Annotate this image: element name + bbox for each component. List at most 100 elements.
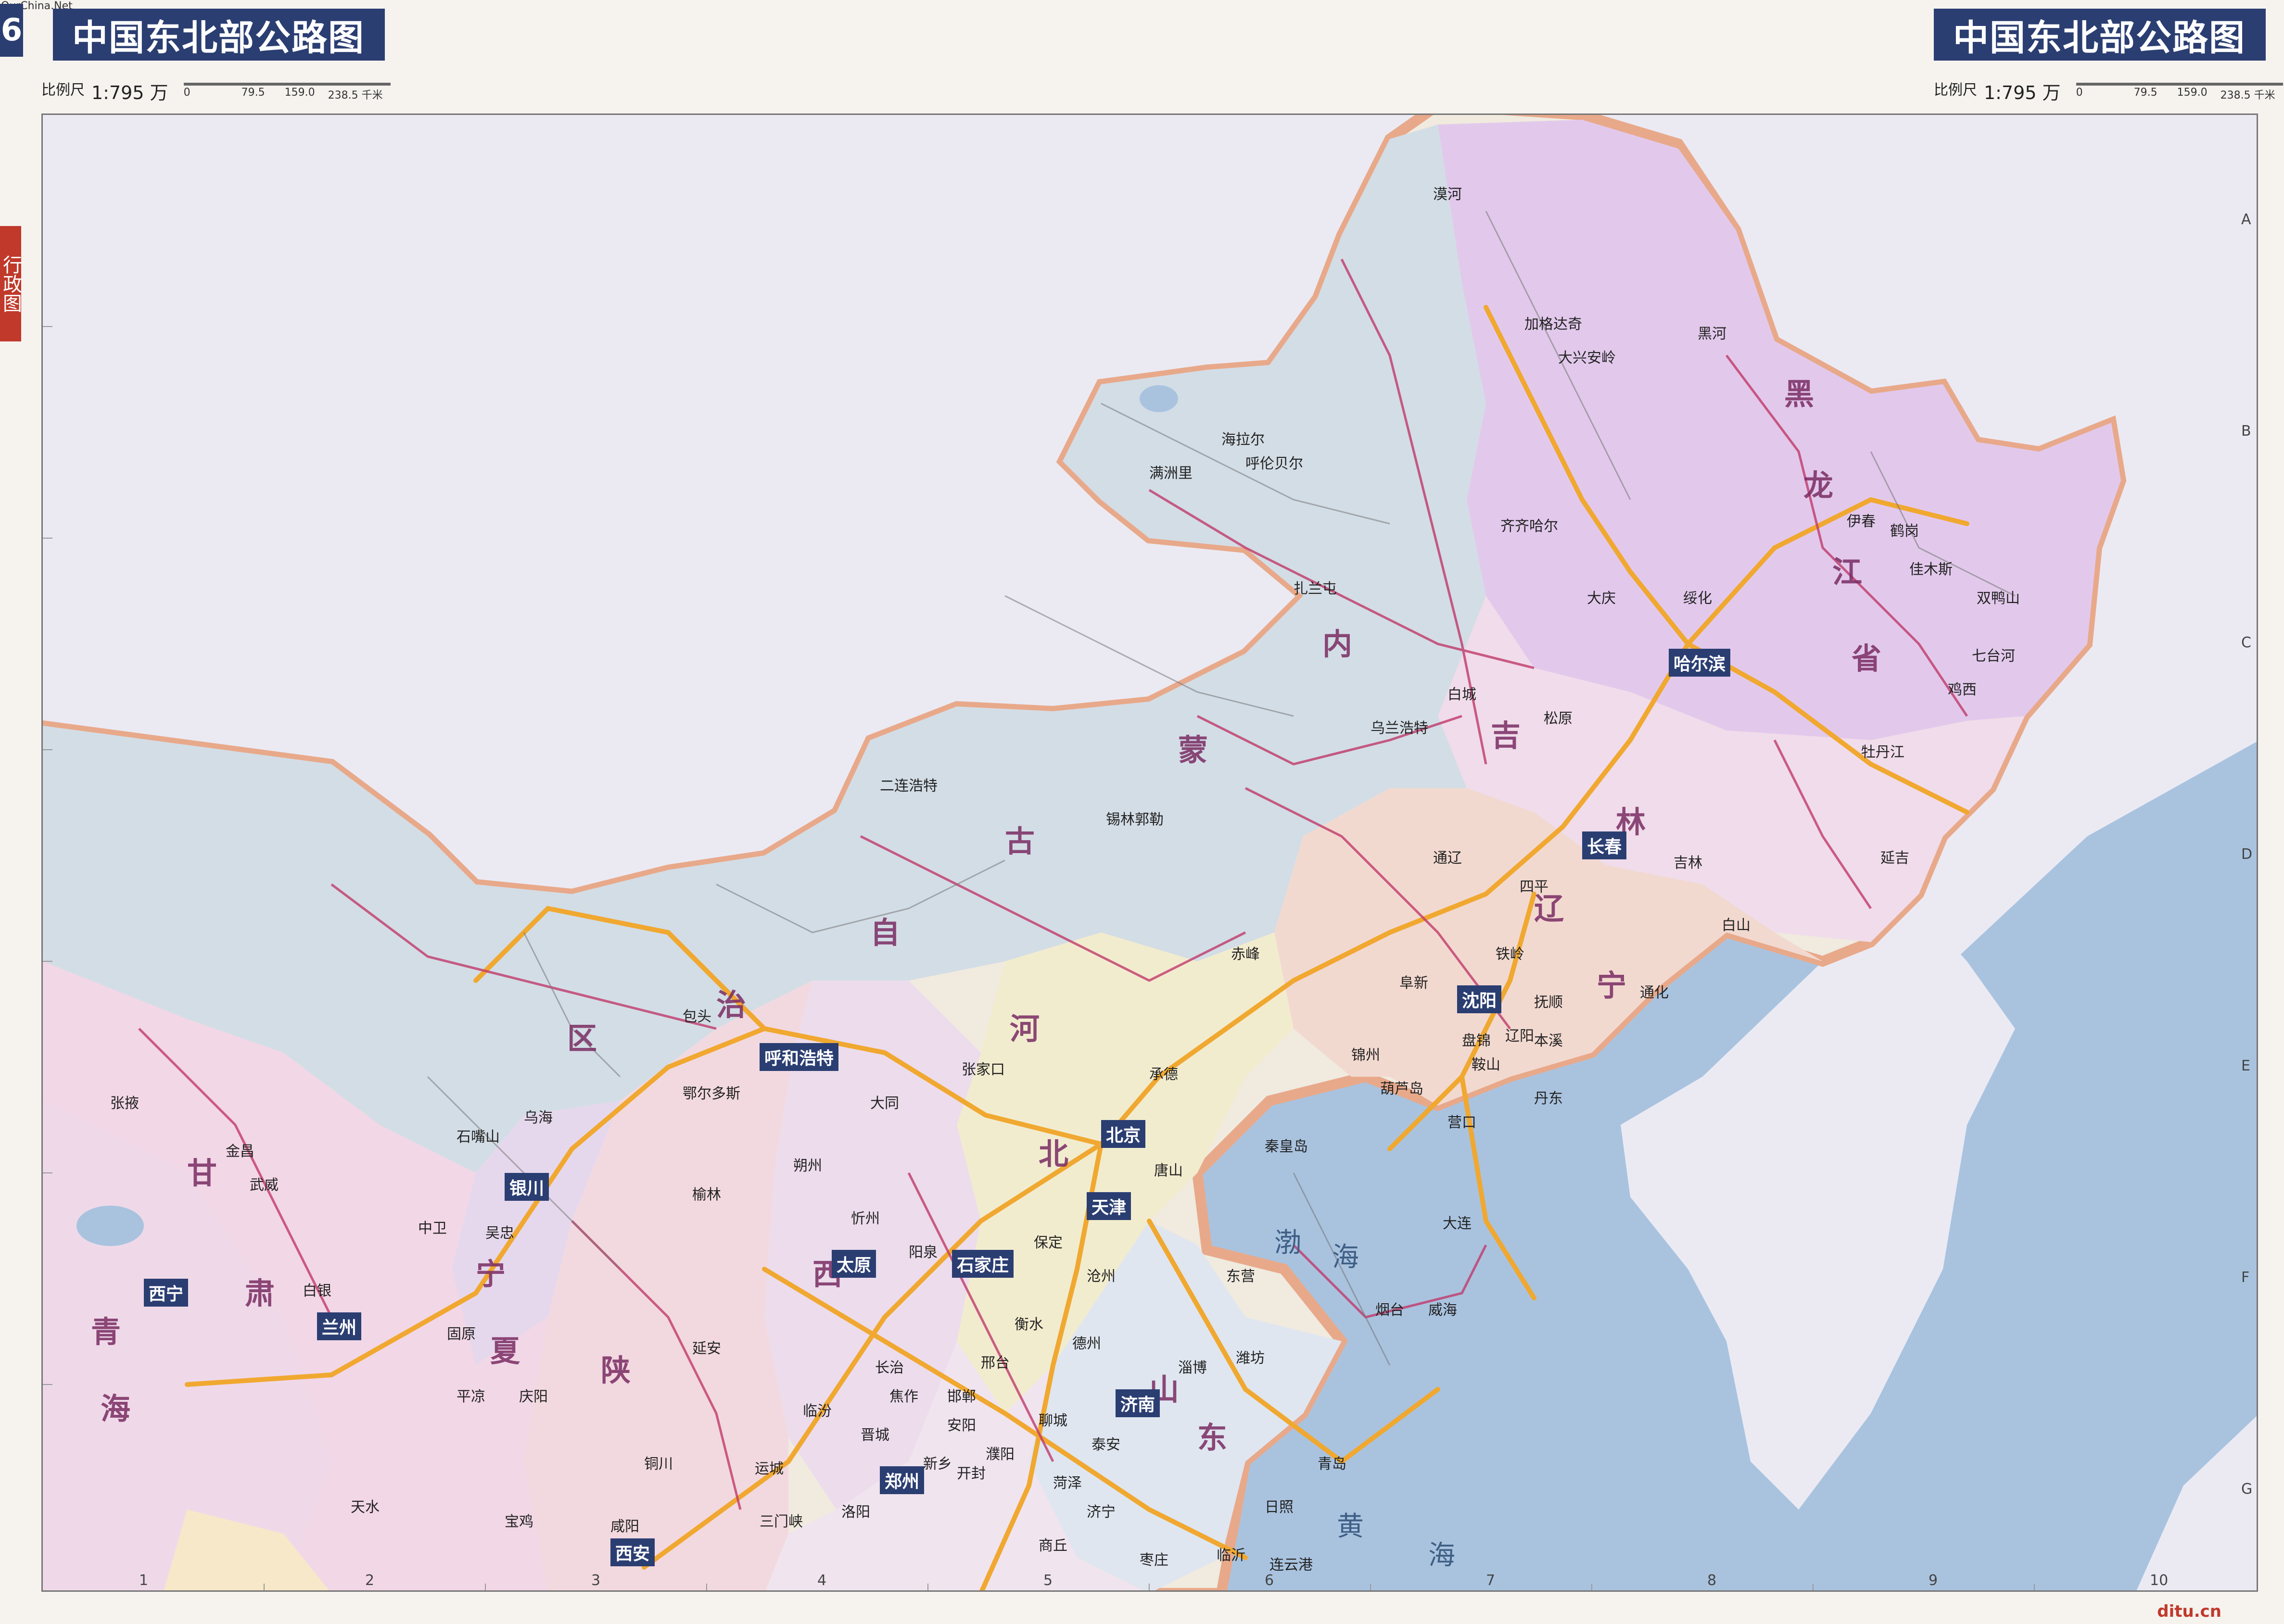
province-label: 蒙 bbox=[1178, 732, 1208, 768]
province-hebei bbox=[957, 932, 1294, 1413]
city-label: 张家口 bbox=[962, 1061, 1005, 1078]
scale-tick: 79.5 bbox=[2133, 87, 2157, 99]
city-label: 枣庄 bbox=[1140, 1552, 1168, 1569]
scale-tick: 238.5 千米 bbox=[2220, 89, 2275, 101]
sea-label: 海 bbox=[1332, 1242, 1359, 1273]
city-label: 中卫 bbox=[418, 1220, 447, 1237]
map-canvas[interactable]: A B C D E F G 1 2 3 4 5 6 7 8 9 10 黑 龙 江… bbox=[41, 113, 2258, 1592]
province-label: 自 bbox=[870, 915, 901, 950]
province-sichuan bbox=[164, 1510, 330, 1590]
capital-yinchuan[interactable]: 银川 bbox=[505, 1173, 549, 1201]
province-label: 夏 bbox=[490, 1334, 520, 1369]
city-label: 扎兰屯 bbox=[1294, 580, 1337, 597]
city-label: 濮阳 bbox=[986, 1446, 1015, 1463]
province-label: 黑 bbox=[1784, 377, 1815, 412]
city-label: 宝鸡 bbox=[505, 1513, 533, 1530]
city-label: 烟台 bbox=[1375, 1302, 1404, 1319]
city-label: 临汾 bbox=[803, 1403, 832, 1420]
grid-letter: E bbox=[2241, 1057, 2250, 1074]
city-label: 营口 bbox=[1447, 1114, 1476, 1131]
city-label: 锦州 bbox=[1351, 1047, 1380, 1064]
grid-letter: C bbox=[2241, 634, 2251, 651]
province-label: 海 bbox=[101, 1391, 131, 1426]
province-label: 宁 bbox=[476, 1257, 506, 1292]
province-label: 肃 bbox=[245, 1276, 275, 1311]
province-label: 宁 bbox=[1597, 968, 1627, 1003]
qinghai-lake bbox=[76, 1206, 144, 1246]
province-henan bbox=[765, 1341, 1143, 1590]
city-label: 固原 bbox=[447, 1326, 476, 1343]
city-label: 焦作 bbox=[889, 1388, 918, 1405]
city-label: 庆阳 bbox=[519, 1388, 548, 1405]
city-label: 阜新 bbox=[1399, 975, 1428, 992]
scale-tick: 79.5 bbox=[241, 87, 265, 99]
scale-graphic: 0 79.5 159.0 238.5 千米 bbox=[2076, 78, 2283, 101]
capital-xining[interactable]: 西宁 bbox=[144, 1279, 189, 1307]
capital-changchun[interactable]: 长春 bbox=[1582, 831, 1627, 859]
city-label: 唐山 bbox=[1154, 1162, 1183, 1179]
province-label: 龙 bbox=[1803, 468, 1834, 503]
city-label: 菏泽 bbox=[1053, 1475, 1082, 1492]
sea-label: 渤 bbox=[1274, 1227, 1301, 1259]
capital-taiyuan[interactable]: 太原 bbox=[832, 1250, 876, 1278]
city-label: 聊城 bbox=[1039, 1412, 1067, 1429]
city-label: 大连 bbox=[1443, 1215, 1472, 1232]
capital-jinan[interactable]: 济南 bbox=[1116, 1389, 1160, 1417]
capital-shijiazhuang[interactable]: 石家庄 bbox=[952, 1250, 1014, 1278]
capital-xian[interactable]: 西安 bbox=[610, 1538, 655, 1566]
city-label: 淄博 bbox=[1178, 1360, 1207, 1376]
city-label: 乌兰浩特 bbox=[1370, 720, 1428, 737]
city-label: 运城 bbox=[755, 1460, 784, 1477]
city-label: 阳泉 bbox=[909, 1244, 938, 1261]
scale-tick: 159.0 bbox=[2177, 87, 2208, 99]
city-label: 鹤岗 bbox=[1890, 523, 1919, 540]
capital-shenyang[interactable]: 沈阳 bbox=[1457, 985, 1502, 1013]
capital-lanzhou[interactable]: 兰州 bbox=[317, 1312, 362, 1340]
grid-number: 1 bbox=[139, 1572, 149, 1589]
city-label: 丹东 bbox=[1534, 1090, 1563, 1107]
city-label: 佳木斯 bbox=[1909, 561, 1953, 578]
capital-harbin[interactable]: 哈尔滨 bbox=[1669, 649, 1731, 677]
city-label: 大兴安岭 bbox=[1558, 350, 1616, 366]
province-label: 河 bbox=[1010, 1011, 1040, 1046]
city-label: 吴忠 bbox=[485, 1225, 514, 1242]
grid-letter: D bbox=[2241, 846, 2253, 863]
province-gansu bbox=[43, 961, 548, 1590]
city-label: 临沂 bbox=[1217, 1547, 1245, 1564]
city-label: 连云港 bbox=[1269, 1557, 1313, 1574]
city-label: 洛阳 bbox=[841, 1504, 870, 1521]
city-label: 通化 bbox=[1640, 984, 1669, 1001]
capital-beijing[interactable]: 北京 bbox=[1101, 1120, 1146, 1148]
province-heilongjiang bbox=[1438, 120, 2121, 740]
city-label: 长治 bbox=[875, 1360, 904, 1376]
city-label: 安阳 bbox=[947, 1417, 976, 1434]
province-label: 吉 bbox=[1491, 718, 1521, 753]
scale-ratio: 1:795 万 bbox=[1984, 82, 2061, 103]
city-label: 呼伦贝尔 bbox=[1245, 455, 1303, 472]
city-label: 吉林 bbox=[1674, 855, 1702, 871]
city-label: 齐齐哈尔 bbox=[1500, 518, 1558, 535]
city-label: 德州 bbox=[1072, 1335, 1101, 1352]
page-number: 6 bbox=[0, 4, 23, 57]
highways bbox=[185, 305, 1969, 1590]
city-label: 衡水 bbox=[1015, 1316, 1043, 1333]
capital-tianjin[interactable]: 天津 bbox=[1087, 1192, 1131, 1220]
side-index-tab[interactable]: 行政图 bbox=[0, 226, 22, 341]
city-label: 鸡西 bbox=[1948, 681, 1977, 698]
capital-hohhot[interactable]: 呼和浩特 bbox=[760, 1043, 839, 1071]
province-label: 陕 bbox=[601, 1353, 631, 1388]
city-label: 邢台 bbox=[981, 1355, 1010, 1372]
grid-number: 7 bbox=[1486, 1572, 1496, 1589]
city-label: 大庆 bbox=[1587, 590, 1616, 607]
capital-zhengzhou[interactable]: 郑州 bbox=[880, 1466, 925, 1494]
city-label: 日照 bbox=[1265, 1499, 1294, 1516]
city-label: 漠河 bbox=[1433, 186, 1462, 203]
scale-tick: 159.0 bbox=[284, 87, 315, 99]
scale-tick: 238.5 千米 bbox=[328, 89, 383, 101]
city-label: 天水 bbox=[351, 1499, 380, 1516]
scale-tick: 0 bbox=[183, 87, 190, 99]
city-label: 延吉 bbox=[1880, 850, 1909, 867]
grid-lines bbox=[43, 326, 2035, 1590]
city-label: 商丘 bbox=[1039, 1537, 1067, 1554]
hulun-lake bbox=[1140, 385, 1178, 412]
